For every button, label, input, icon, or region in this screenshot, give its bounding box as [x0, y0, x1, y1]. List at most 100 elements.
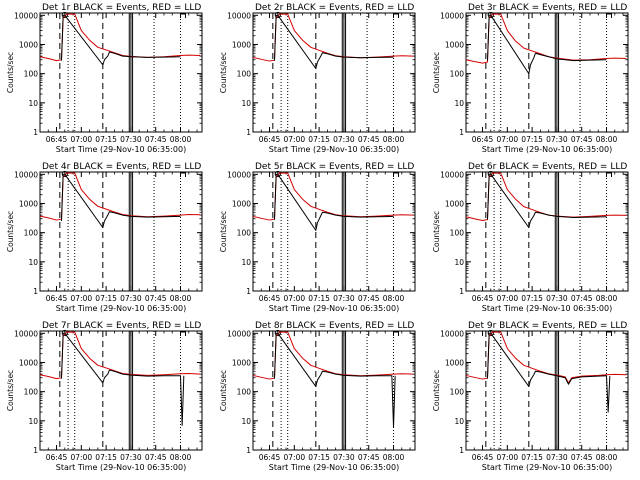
- detector-panel-1: Det 1r BLACK = Events, RED = LLD 1 10 100 10…: [6, 3, 203, 154]
- y-tick-label: 10: [28, 258, 38, 267]
- y-tick-label: 10000: [227, 170, 251, 179]
- corner-marker: [180, 331, 187, 336]
- detector-panel-7: Det 7r BLACK = Events, RED = LLD 1 10 100 10…: [6, 321, 203, 472]
- y-tick-label: 10000: [440, 11, 464, 20]
- x-tick-label: 07:30: [120, 135, 142, 144]
- x-tick-label: 08:00: [170, 135, 192, 144]
- x-tick-label: 07:45: [571, 453, 593, 462]
- x-tick-label: 07:00: [71, 453, 93, 462]
- plot-frame: [252, 171, 416, 292]
- x-axis-label: Start Time (29-Nov-10 06:35:00): [482, 304, 612, 313]
- events-series-line: [486, 173, 607, 229]
- panel-title: Det 4r BLACK = Events, RED = LLD: [42, 162, 201, 172]
- y-axis-label: Counts/sec: [432, 52, 441, 93]
- y-tick-label: 1000: [232, 40, 251, 49]
- y-tick-label: 1000: [232, 199, 251, 208]
- plot-frame: [465, 330, 629, 451]
- plot-frame: [39, 12, 203, 133]
- x-tick-label: 07:45: [571, 294, 593, 303]
- y-axis-label: Counts/sec: [6, 370, 15, 411]
- panel-title: Det 3r BLACK = Events, RED = LLD: [468, 3, 627, 13]
- y-tick-label: 10000: [440, 329, 464, 338]
- x-tick-label: 07:45: [358, 294, 380, 303]
- x-tick-label: 07:30: [120, 453, 142, 462]
- saturation-marker: [274, 11, 281, 19]
- x-tick-label: 07:45: [145, 453, 167, 462]
- detector-panel-4: Det 4r BLACK = Events, RED = LLD 1 10 100 10…: [6, 162, 203, 313]
- y-tick-label: 10: [28, 99, 38, 108]
- y-tick-label: 10000: [14, 329, 38, 338]
- x-tick-label: 07:00: [71, 135, 93, 144]
- x-tick-label: 07:15: [521, 453, 543, 462]
- x-axis-label: Start Time (29-Nov-10 06:35:00): [269, 145, 399, 154]
- y-tick-label: 100: [237, 229, 252, 238]
- lld-series-line: [39, 172, 201, 221]
- x-tick-label: 06:45: [472, 135, 494, 144]
- x-axis-label: Start Time (29-Nov-10 06:35:00): [482, 145, 612, 154]
- x-tick-label: 07:30: [546, 294, 568, 303]
- panel-title: Det 2r BLACK = Events, RED = LLD: [255, 3, 414, 13]
- detector-panel-2: Det 2r BLACK = Events, RED = LLD 1 10 100 10…: [219, 3, 416, 154]
- y-tick-label: 100: [24, 229, 39, 238]
- saturation-marker: [61, 329, 68, 337]
- corner-marker: [606, 172, 613, 177]
- plot-frame: [465, 171, 629, 292]
- lld-series-line: [252, 13, 414, 62]
- x-tick-label: 07:30: [120, 294, 142, 303]
- y-tick-label: 1000: [445, 358, 464, 367]
- corner-marker: [606, 13, 613, 18]
- x-axis-label: Start Time (29-Nov-10 06:35:00): [269, 304, 399, 313]
- x-tick-label: 07:15: [308, 294, 330, 303]
- x-tick-label: 07:00: [284, 294, 306, 303]
- y-tick-label: 100: [237, 388, 252, 397]
- plot-frame: [252, 330, 416, 451]
- y-tick-label: 1: [459, 287, 464, 296]
- x-tick-label: 07:00: [497, 135, 519, 144]
- y-tick-label: 10: [241, 258, 251, 267]
- x-axis-label: Start Time (29-Nov-10 06:35:00): [56, 145, 186, 154]
- x-axis-label: Start Time (29-Nov-10 06:35:00): [56, 463, 186, 472]
- y-tick-label: 1: [33, 128, 38, 137]
- saturation-marker: [487, 170, 494, 178]
- x-tick-label: 06:45: [46, 135, 68, 144]
- x-tick-label: 07:15: [95, 135, 117, 144]
- saturation-marker: [61, 11, 68, 19]
- y-tick-label: 1: [459, 446, 464, 455]
- x-tick-label: 07:15: [95, 294, 117, 303]
- x-tick-label: 07:15: [521, 294, 543, 303]
- events-series-line: [273, 332, 396, 428]
- y-tick-label: 1000: [19, 199, 38, 208]
- corner-marker: [606, 331, 613, 336]
- y-axis-label: Counts/sec: [6, 211, 15, 252]
- events-series-line: [486, 14, 607, 75]
- x-tick-label: 07:30: [546, 135, 568, 144]
- corner-marker: [393, 13, 400, 18]
- x-tick-label: 07:45: [358, 453, 380, 462]
- y-tick-label: 100: [24, 388, 39, 397]
- y-tick-label: 10: [241, 99, 251, 108]
- detector-panel-9: Det 9r BLACK = Events, RED = LLD 1 10 100 10…: [432, 321, 629, 472]
- events-series-line: [60, 332, 185, 426]
- y-tick-label: 1000: [232, 358, 251, 367]
- x-tick-label: 07:30: [333, 453, 355, 462]
- lld-series-line: [252, 172, 414, 221]
- x-axis-label: Start Time (29-Nov-10 06:35:00): [482, 463, 612, 472]
- x-tick-label: 08:00: [383, 294, 405, 303]
- lld-series-line: [465, 331, 627, 384]
- x-tick-label: 08:00: [596, 294, 618, 303]
- y-tick-label: 1: [246, 446, 251, 455]
- y-axis-label: Counts/sec: [432, 370, 441, 411]
- y-tick-label: 100: [450, 229, 465, 238]
- x-tick-label: 07:00: [284, 453, 306, 462]
- y-tick-label: 10: [454, 417, 464, 426]
- y-tick-label: 1: [246, 128, 251, 137]
- x-axis-label: Start Time (29-Nov-10 06:35:00): [269, 463, 399, 472]
- y-tick-label: 10000: [14, 170, 38, 179]
- events-series-line: [60, 173, 181, 229]
- x-tick-label: 07:45: [571, 135, 593, 144]
- detector-panel-3: Det 3r BLACK = Events, RED = LLD 1 10 100 10…: [432, 3, 629, 154]
- x-tick-label: 07:30: [333, 294, 355, 303]
- events-series-line: [273, 173, 394, 231]
- x-tick-label: 06:45: [259, 294, 281, 303]
